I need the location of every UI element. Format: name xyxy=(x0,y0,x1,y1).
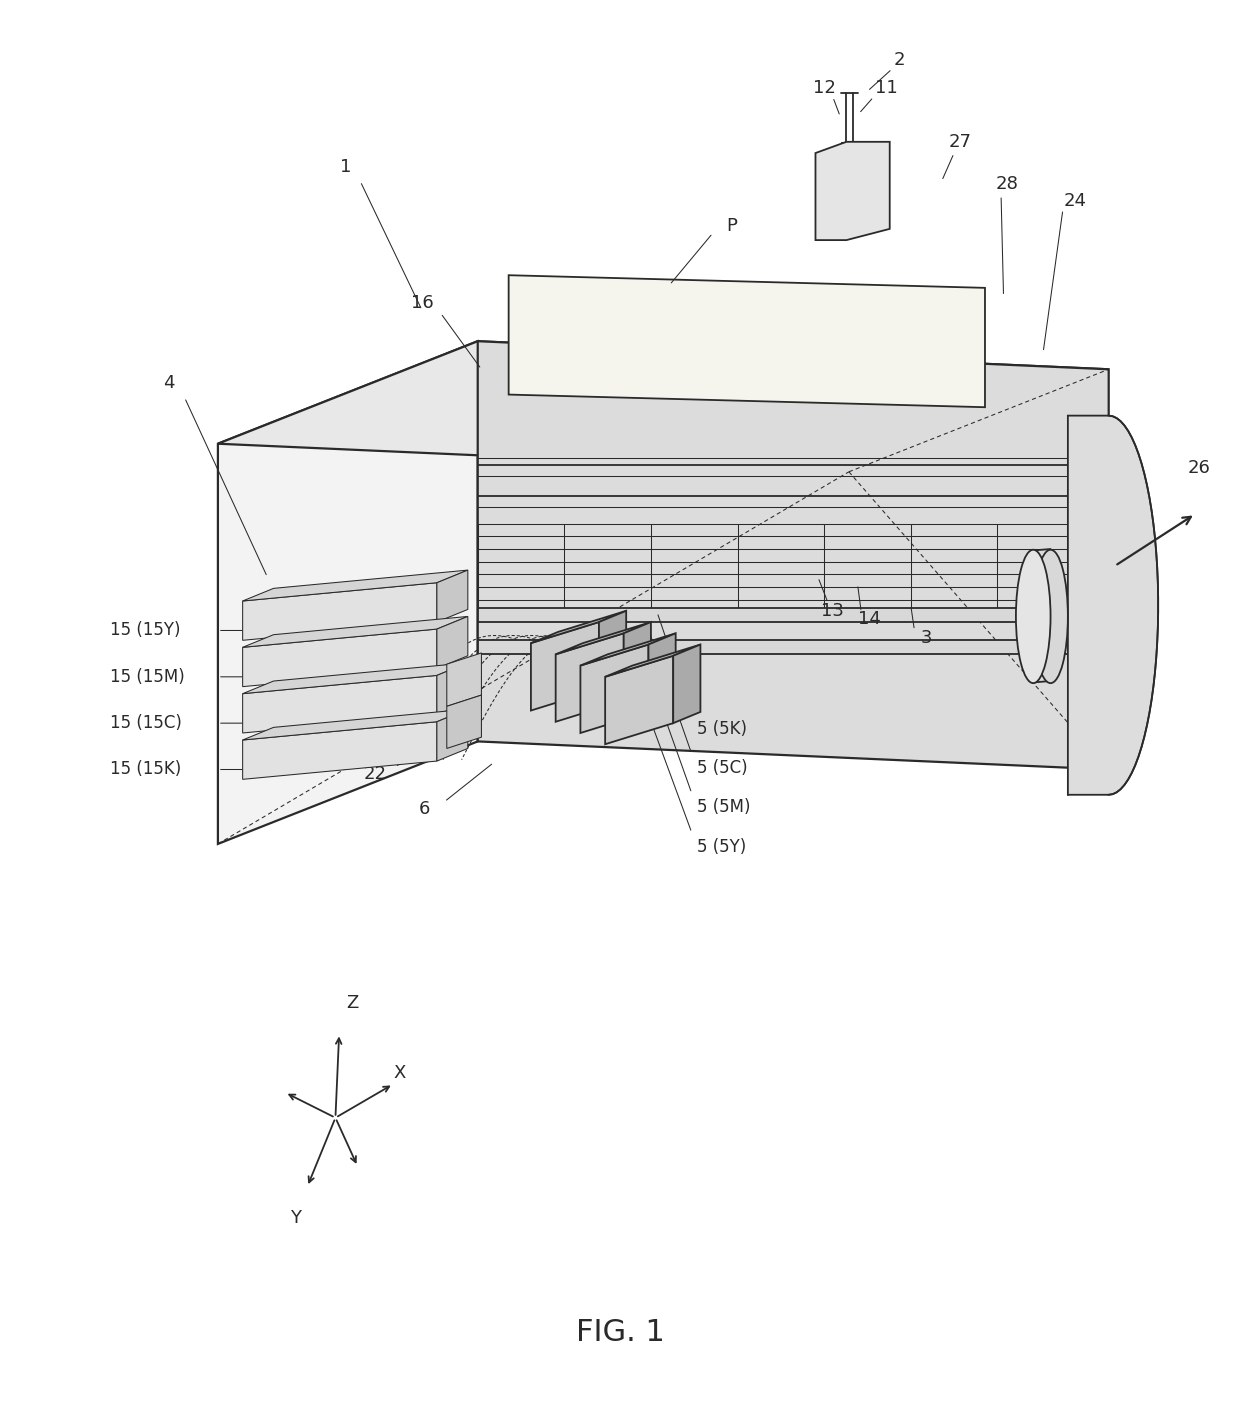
Polygon shape xyxy=(218,342,477,844)
Polygon shape xyxy=(243,709,467,740)
Polygon shape xyxy=(673,644,701,723)
Text: P: P xyxy=(725,217,737,235)
Polygon shape xyxy=(556,622,651,654)
Polygon shape xyxy=(599,611,626,689)
Text: 21: 21 xyxy=(361,653,384,670)
Text: 22: 22 xyxy=(363,765,387,782)
Text: 5 (5K): 5 (5K) xyxy=(697,720,746,737)
Polygon shape xyxy=(580,644,649,733)
Text: Y: Y xyxy=(290,1209,301,1227)
Text: 15 (15C): 15 (15C) xyxy=(110,715,182,732)
Text: 27: 27 xyxy=(949,132,972,151)
Text: 28: 28 xyxy=(996,174,1019,193)
Polygon shape xyxy=(816,142,890,241)
Text: 4: 4 xyxy=(162,374,174,393)
Polygon shape xyxy=(243,675,436,733)
Polygon shape xyxy=(477,608,1078,622)
Text: 23: 23 xyxy=(386,689,409,706)
Text: 1: 1 xyxy=(340,158,351,176)
Polygon shape xyxy=(1068,415,1158,795)
Polygon shape xyxy=(436,616,467,668)
Polygon shape xyxy=(477,640,1078,654)
Ellipse shape xyxy=(1016,550,1050,684)
Polygon shape xyxy=(243,570,467,601)
Polygon shape xyxy=(556,633,624,722)
Text: 6: 6 xyxy=(419,799,430,817)
Polygon shape xyxy=(218,342,1109,471)
Polygon shape xyxy=(605,656,673,744)
Text: FIG. 1: FIG. 1 xyxy=(575,1318,665,1346)
Polygon shape xyxy=(446,653,481,706)
Text: 13: 13 xyxy=(821,602,844,620)
Polygon shape xyxy=(508,276,985,407)
Text: 14: 14 xyxy=(858,611,882,629)
Text: 25: 25 xyxy=(367,729,391,746)
Polygon shape xyxy=(624,622,651,701)
Text: 5 (5Y): 5 (5Y) xyxy=(697,837,746,855)
Text: 5 (5M): 5 (5M) xyxy=(697,798,750,816)
Polygon shape xyxy=(243,663,467,694)
Text: 15 (15M): 15 (15M) xyxy=(110,668,185,685)
Polygon shape xyxy=(531,622,599,711)
Polygon shape xyxy=(605,644,701,677)
Polygon shape xyxy=(580,633,676,666)
Text: 11: 11 xyxy=(874,79,898,97)
Text: 12: 12 xyxy=(812,79,836,97)
Text: 5 (5C): 5 (5C) xyxy=(697,760,748,777)
Text: 2: 2 xyxy=(894,52,905,69)
Polygon shape xyxy=(531,611,626,643)
Text: Z: Z xyxy=(347,993,358,1012)
Polygon shape xyxy=(477,342,1109,770)
Polygon shape xyxy=(649,633,676,712)
Text: 16: 16 xyxy=(410,294,434,312)
Polygon shape xyxy=(436,570,467,622)
Text: 24: 24 xyxy=(1064,191,1086,210)
Text: 15 (15K): 15 (15K) xyxy=(110,761,181,778)
Polygon shape xyxy=(446,695,481,749)
Text: X: X xyxy=(393,1064,405,1082)
Polygon shape xyxy=(436,709,467,761)
Polygon shape xyxy=(243,582,436,640)
Text: 26: 26 xyxy=(1188,459,1210,477)
Polygon shape xyxy=(436,663,467,715)
Polygon shape xyxy=(243,629,436,687)
Ellipse shape xyxy=(1033,550,1068,684)
Polygon shape xyxy=(243,616,467,647)
Text: 3: 3 xyxy=(921,629,932,646)
Polygon shape xyxy=(243,722,436,779)
Text: 15 (15Y): 15 (15Y) xyxy=(110,622,181,639)
